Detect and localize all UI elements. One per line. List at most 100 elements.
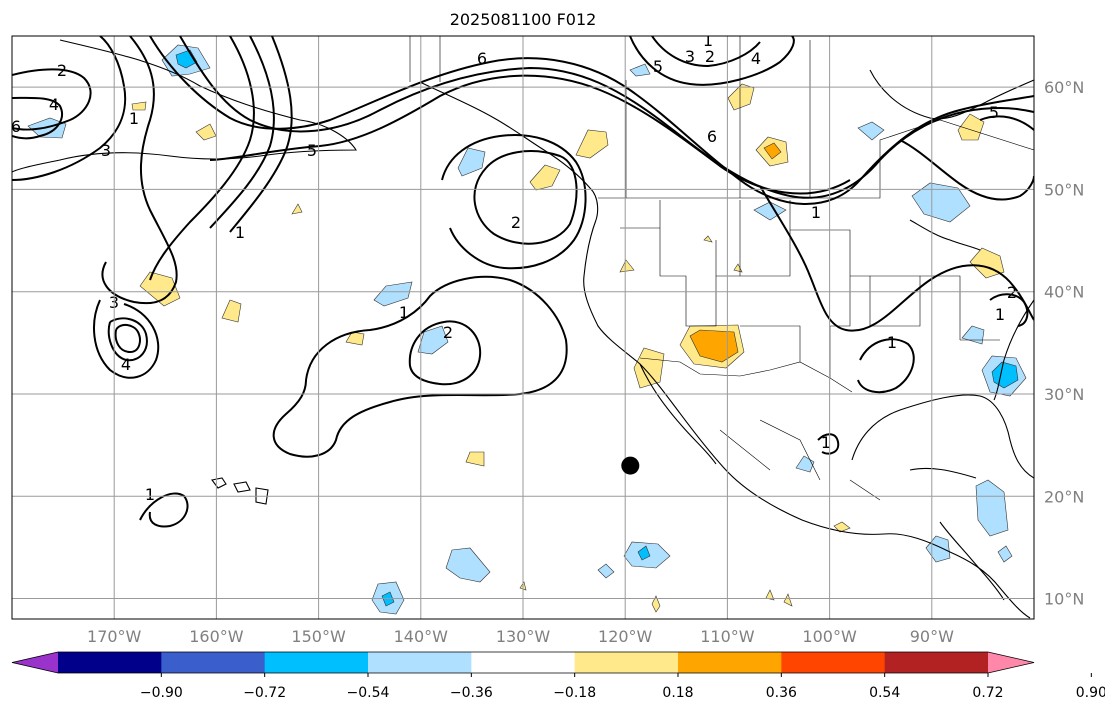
point-marker: [621, 456, 640, 475]
shade-patch: [457, 147, 486, 177]
colorbar-label: 0.54: [869, 685, 900, 701]
contour-label: 5: [307, 141, 317, 160]
colorbar: −0.90 −0.72 −0.54 −0.36 −0.18 0.18 0.36 0.54 0.7…: [11, 651, 1105, 701]
contour-line: [979, 115, 1034, 131]
contour-line: [114, 324, 141, 354]
shade-patch: [345, 331, 365, 346]
shade-patch: [975, 479, 1009, 537]
colorbar-label: 0.90: [1076, 685, 1105, 701]
west-coast: [583, 219, 1031, 619]
contour-label: 1: [995, 305, 1005, 324]
shade-patch: [957, 113, 985, 141]
contour-label: 1: [399, 303, 409, 322]
contour-line: [473, 150, 578, 245]
contour-line: [857, 338, 915, 394]
us-canada-border: [409, 36, 1034, 199]
contour-line: [209, 36, 275, 229]
shade-patch: [629, 63, 651, 77]
contour-label: 2: [705, 47, 715, 66]
contour-label: 1: [129, 109, 139, 128]
contour-label: 2: [511, 213, 521, 232]
map-content: 2 4 6 1 3 5 6 5 4 3 2 1 2 1 2 1 3 4 1 5 …: [11, 31, 1034, 619]
shade-patch: [991, 361, 1019, 389]
colorbar-label: 0.36: [766, 685, 797, 701]
contour-line: [93, 299, 160, 379]
coastlines: [12, 39, 1034, 619]
gridlines: [12, 36, 1034, 619]
contour-label: 2: [57, 61, 67, 80]
colorbar-swatch: [574, 652, 679, 673]
contour-label: 1: [703, 31, 713, 50]
colorbar-label: 0.18: [662, 685, 693, 701]
contour-label: 2: [443, 323, 453, 342]
colorbar-swatch: [58, 652, 162, 673]
colorbar-label: −0.90: [140, 685, 183, 701]
political-borders: [409, 36, 1034, 501]
shade-patch: [139, 271, 181, 307]
colorbar-label: −0.18: [553, 685, 596, 701]
contour-label: 1: [145, 485, 155, 504]
contour-label: 1: [821, 433, 831, 452]
shade-patch: [727, 83, 755, 111]
contour-line: [12, 68, 92, 131]
shade-patch: [961, 325, 985, 345]
hudson-bay: [869, 69, 1034, 120]
shade-patch: [911, 182, 971, 223]
longitude-label: 140°W: [394, 627, 449, 646]
cuba: [909, 467, 977, 479]
great-lakes: [909, 219, 981, 251]
contour-label: 6: [11, 117, 21, 136]
baja-california: [639, 363, 717, 465]
contour-line: [899, 139, 1034, 201]
map-frame: [11, 35, 1035, 620]
contour-line: [101, 36, 178, 305]
longitude-label: 150°W: [291, 627, 346, 646]
canada-provinces: [439, 36, 811, 198]
colorbar-swatch: [264, 652, 369, 673]
colorbar-label: −0.36: [450, 685, 493, 701]
latitude-label: 30°N: [1044, 385, 1084, 404]
shade-patch: [753, 201, 787, 221]
contour-label: 3: [101, 141, 111, 160]
latitude-label: 60°N: [1044, 78, 1084, 97]
shade-patch: [373, 281, 413, 307]
contour-label: 1: [235, 223, 245, 242]
colorbar-label: −0.54: [347, 685, 390, 701]
gulf-coast: [851, 394, 1034, 479]
contour-label: 4: [751, 49, 761, 68]
shade-patch: [795, 455, 815, 473]
shade-patch: [619, 259, 635, 273]
contour-line: [107, 317, 148, 362]
shade-patch: [575, 129, 609, 159]
shaded-field: [27, 44, 1027, 615]
shade-patch: [445, 547, 491, 583]
shade-patch: [857, 121, 885, 141]
shade-patch: [291, 203, 303, 215]
contour-line: [408, 320, 482, 386]
contour-line: [12, 36, 127, 181]
contour-line: [209, 74, 851, 195]
east-coast: [993, 299, 1034, 401]
shade-patch: [597, 563, 615, 579]
contour-line: [179, 36, 1034, 199]
colorbar-label: −0.72: [243, 685, 286, 701]
contour-line: [989, 293, 1029, 327]
contour-line: [441, 134, 587, 270]
contour-line: [149, 36, 255, 281]
shade-patch: [637, 545, 651, 561]
shade-patch: [763, 142, 782, 160]
longitude-labels: 170°W 160°W 150°W 140°W 130°W 120°W 110°W 100°W…: [87, 627, 954, 646]
contour-label: 5: [653, 57, 663, 76]
us-mexico-border: [639, 357, 853, 393]
colorbar-label: 0.72: [972, 685, 1003, 701]
colorbar-swatch: [471, 652, 576, 673]
contour-label: 6: [477, 49, 487, 68]
contour-label: 3: [685, 47, 695, 66]
longitude-label: 160°W: [189, 627, 244, 646]
contour-line: [759, 185, 1034, 332]
latitude-label: 20°N: [1044, 487, 1084, 506]
latitude-label: 10°N: [1044, 590, 1084, 609]
shade-patch: [529, 164, 561, 191]
latitude-labels: 10°N 20°N 30°N 40°N 50°N 60°N: [1044, 78, 1084, 608]
